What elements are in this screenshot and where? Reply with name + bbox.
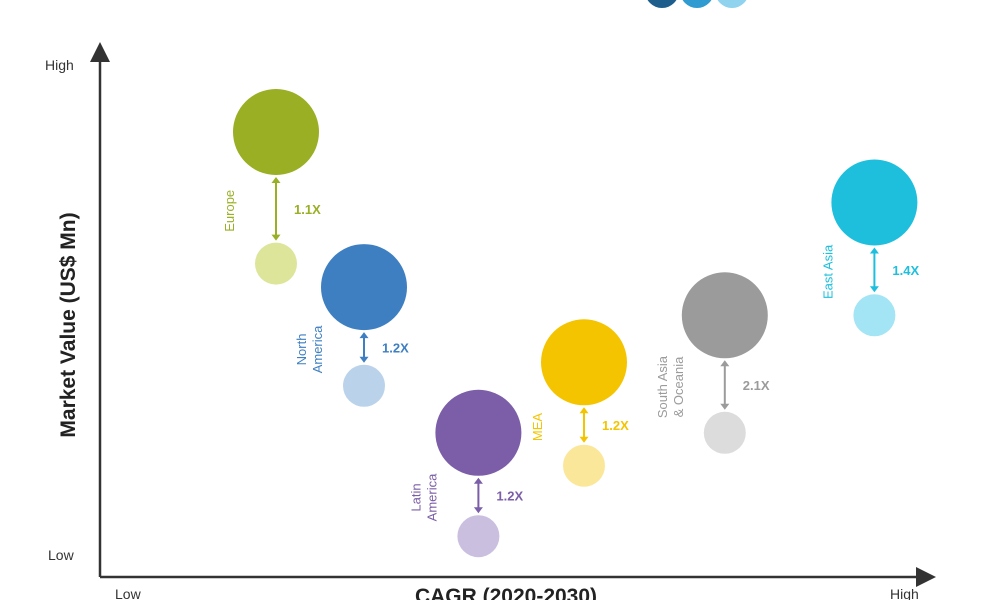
growth-arrow-head-up <box>869 247 879 254</box>
market-bubble-large <box>831 159 918 246</box>
legend-swatch <box>647 0 677 8</box>
market-bubble-large <box>681 272 768 359</box>
market-bubble-small <box>255 242 297 285</box>
market-bubble-small <box>703 411 746 454</box>
growth-arrow-head-up <box>359 332 369 339</box>
growth-arrow-head-up <box>579 407 589 414</box>
region-group: 1.4X East Asia <box>820 159 919 337</box>
x-tick-high: High <box>890 586 919 600</box>
growth-arrow-head-up <box>720 360 730 367</box>
region-group: 2.1X South Asia & Oceania <box>655 272 770 454</box>
region-label: Europe <box>222 190 237 232</box>
growth-multiplier-label: 2.1X <box>743 378 770 393</box>
growth-arrow-head-down <box>271 234 281 241</box>
growth-multiplier-label: 1.1X <box>294 202 321 217</box>
growth-arrow-head-down <box>869 286 879 293</box>
x-tick-low: Low <box>115 586 142 600</box>
growth-multiplier-label: 1.4X <box>892 263 919 278</box>
region-group: 1.2X MEA <box>530 319 629 487</box>
region-label: & Oceania <box>671 356 686 417</box>
legend-swatch <box>682 0 712 8</box>
growth-arrow-head-down <box>473 507 483 514</box>
market-bubble-large <box>321 244 407 331</box>
market-bubble-small <box>563 444 605 487</box>
market-bubble-small <box>343 364 385 407</box>
growth-arrow-head-up <box>271 177 281 183</box>
region-label: North <box>294 334 309 366</box>
region-label: East Asia <box>820 244 835 299</box>
region-group: 1.2X North America <box>294 244 409 407</box>
region-label: MEA <box>530 413 545 442</box>
market-bubble-small <box>457 515 500 558</box>
legend-swatch <box>717 0 747 8</box>
growth-arrow-head-down <box>359 356 369 363</box>
y-axis-title: Market Value (US$ Mn) <box>57 212 80 437</box>
region-label: South Asia <box>655 355 670 418</box>
region-group: 1.2X Latin America <box>408 389 523 558</box>
growth-arrow-head-up <box>473 477 483 484</box>
growth-multiplier-label: 1.2X <box>496 489 523 504</box>
market-bubble-large <box>435 389 522 476</box>
growth-arrow-head-down <box>579 436 589 443</box>
legend <box>647 0 747 8</box>
y-tick-high: High <box>45 57 74 73</box>
growth-multiplier-label: 1.2X <box>602 418 629 433</box>
market-bubble-small <box>853 294 896 337</box>
region-label: America <box>310 325 325 373</box>
region-label: Latin <box>408 483 423 511</box>
growth-arrow-head-down <box>720 403 730 410</box>
market-bubble-large <box>233 89 319 175</box>
x-axis-title: CAGR (2020-2030) <box>415 585 597 600</box>
growth-multiplier-label: 1.2X <box>382 340 409 355</box>
region-group: 1.1X Europe <box>222 89 321 285</box>
market-bubble-large <box>541 319 627 406</box>
y-tick-low: Low <box>48 547 75 563</box>
region-label: America <box>424 473 439 521</box>
